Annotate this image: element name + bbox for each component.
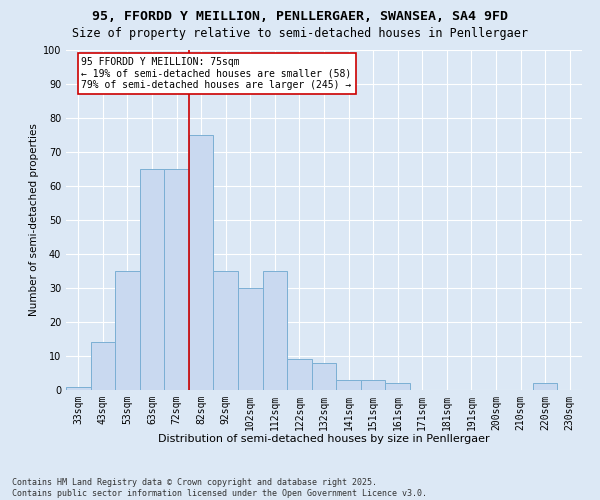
Bar bbox=[263, 271, 287, 390]
Bar bbox=[91, 342, 115, 390]
Text: Contains HM Land Registry data © Crown copyright and database right 2025.
Contai: Contains HM Land Registry data © Crown c… bbox=[12, 478, 427, 498]
Text: 95 FFORDD Y MEILLION: 75sqm
← 19% of semi-detached houses are smaller (58)
79% o: 95 FFORDD Y MEILLION: 75sqm ← 19% of sem… bbox=[82, 57, 352, 90]
Bar bbox=[164, 169, 189, 390]
Text: 95, FFORDD Y MEILLION, PENLLERGAER, SWANSEA, SA4 9FD: 95, FFORDD Y MEILLION, PENLLERGAER, SWAN… bbox=[92, 10, 508, 23]
Bar bbox=[361, 380, 385, 390]
Bar bbox=[336, 380, 361, 390]
Bar bbox=[189, 135, 214, 390]
Bar bbox=[115, 271, 140, 390]
X-axis label: Distribution of semi-detached houses by size in Penllergaer: Distribution of semi-detached houses by … bbox=[158, 434, 490, 444]
Bar bbox=[533, 383, 557, 390]
Bar bbox=[214, 271, 238, 390]
Bar bbox=[287, 360, 312, 390]
Bar bbox=[140, 169, 164, 390]
Y-axis label: Number of semi-detached properties: Number of semi-detached properties bbox=[29, 124, 38, 316]
Bar bbox=[66, 386, 91, 390]
Bar bbox=[385, 383, 410, 390]
Bar bbox=[312, 363, 336, 390]
Text: Size of property relative to semi-detached houses in Penllergaer: Size of property relative to semi-detach… bbox=[72, 28, 528, 40]
Bar bbox=[238, 288, 263, 390]
